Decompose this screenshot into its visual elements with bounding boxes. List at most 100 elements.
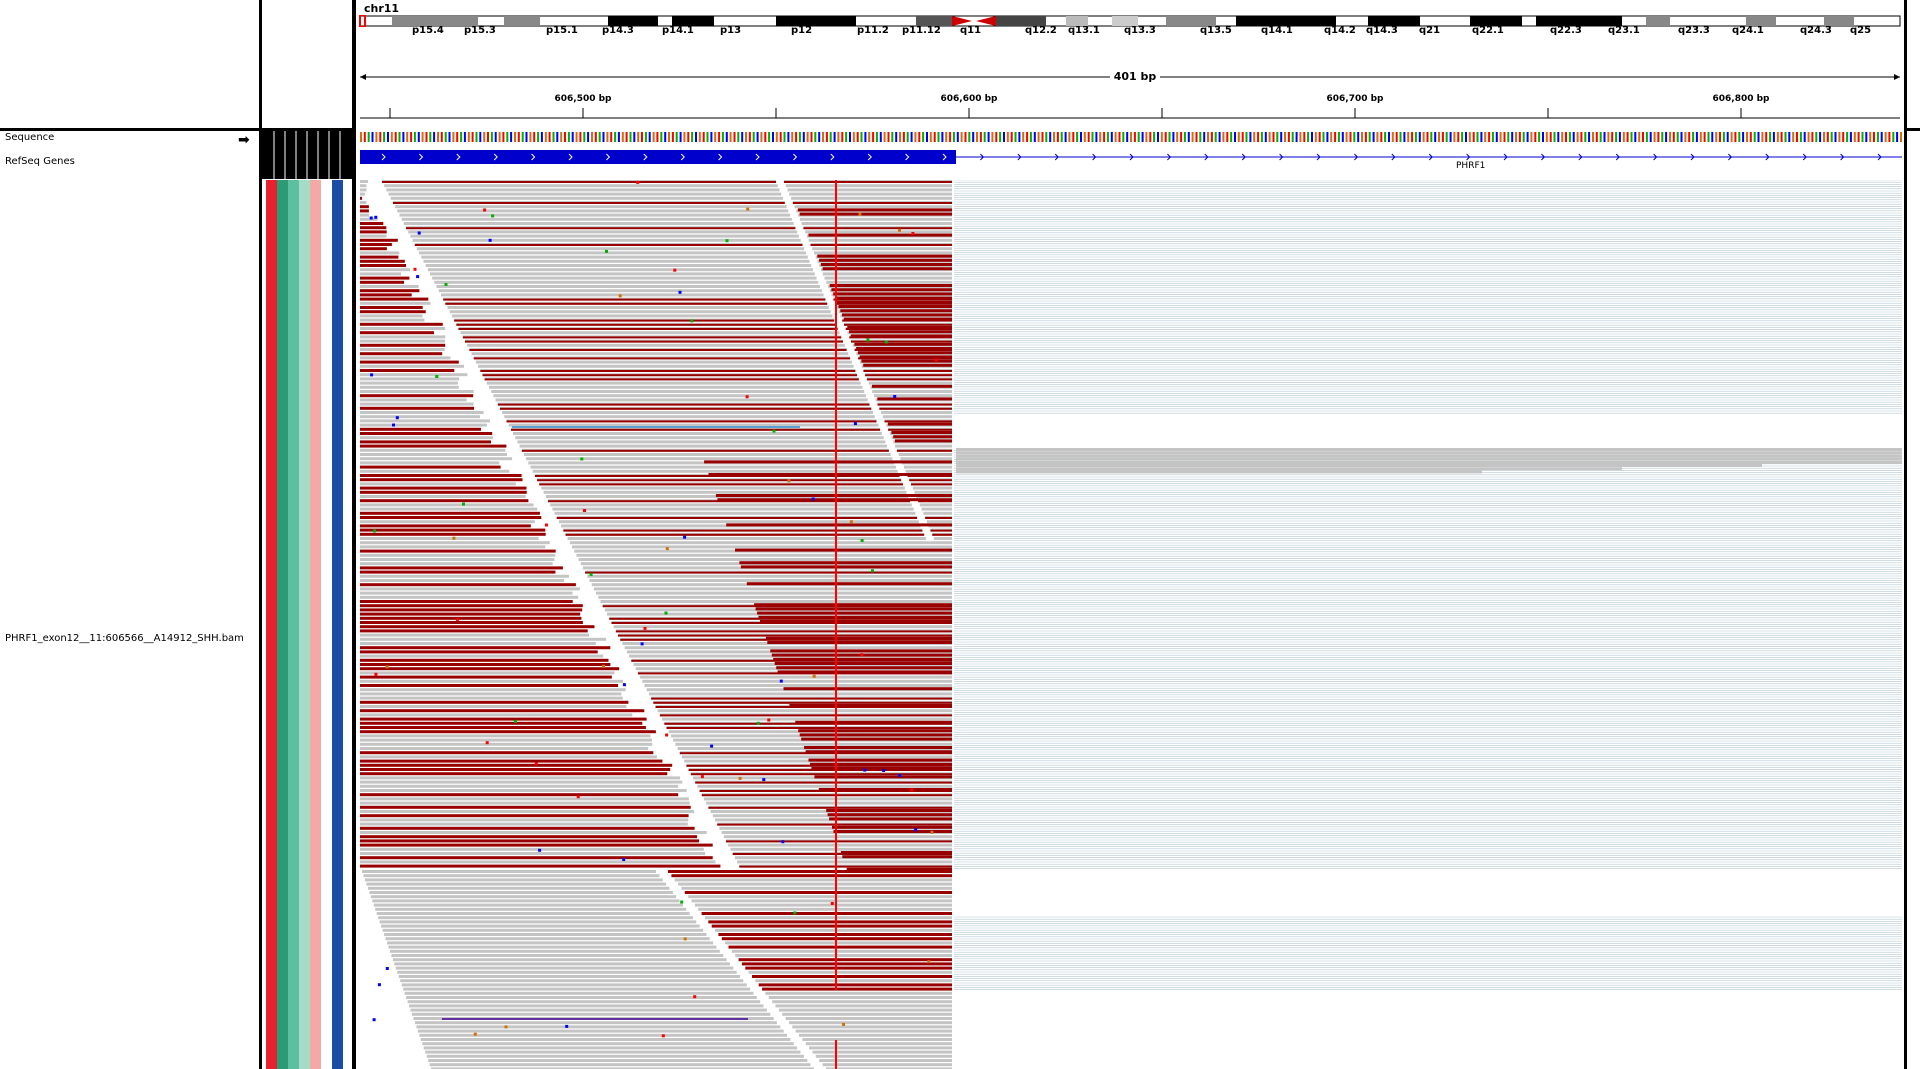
base-mark	[1314, 132, 1317, 142]
base-mark	[498, 132, 501, 142]
attribute-column[interactable]	[266, 180, 277, 1069]
gap	[407, 251, 420, 256]
base-mark	[1738, 132, 1741, 142]
chromosome-ideogram[interactable]: chr11 p15.4 p15.3 p15.1 p14.3 p14.1 p	[356, 0, 1906, 50]
base-mark	[895, 132, 898, 142]
softclip-segment	[360, 276, 410, 280]
gap	[806, 251, 814, 256]
mismatch-dot	[452, 536, 456, 540]
base-mark	[591, 132, 593, 142]
base-mark	[952, 132, 955, 142]
attribute-column[interactable]	[310, 180, 321, 1069]
gap	[483, 398, 496, 403]
aligned-segment	[470, 352, 952, 356]
gap	[555, 537, 568, 542]
softclip-segment	[360, 684, 618, 687]
softclip-segment	[360, 394, 474, 398]
base-mark	[1049, 132, 1052, 142]
softclip-segment	[360, 717, 647, 721]
gap	[649, 717, 662, 722]
aligned-segment	[360, 419, 490, 423]
attribute-column[interactable]	[277, 180, 288, 1069]
bam-attribute-columns[interactable]	[266, 180, 352, 1069]
gap	[697, 810, 710, 815]
softclip-segment	[360, 343, 446, 347]
base-mark	[1095, 132, 1098, 142]
mismatch-dot	[898, 228, 901, 232]
aligned-segment	[395, 966, 734, 970]
gap	[890, 453, 899, 458]
softclip-segment	[817, 254, 952, 258]
attribute-column[interactable]	[321, 180, 332, 1069]
base-mark	[725, 132, 728, 142]
mismatch-dot	[583, 509, 586, 512]
base-mark	[1080, 132, 1082, 142]
aligned-segment	[360, 272, 401, 276]
base-mark	[1769, 132, 1772, 142]
alignment-track[interactable]	[356, 180, 1906, 1069]
aligned-segment	[765, 991, 952, 995]
aligned-segment	[956, 454, 1902, 458]
band-label: p12	[791, 25, 813, 36]
genomic-ruler[interactable]: 401 bp 606,500 bp 606,600 bp 606,700 bp …	[356, 50, 1906, 125]
gap	[621, 663, 634, 668]
aligned-segment	[485, 381, 952, 385]
refseq-gene-track[interactable]	[356, 148, 1906, 176]
insertion-mark	[536, 479, 952, 482]
softclip-segment	[360, 759, 663, 763]
bam-track-label[interactable]: PHRF1_exon12__11:606566__A14912_SHH.bam	[5, 633, 244, 644]
base-mark	[802, 132, 805, 142]
base-mark	[390, 132, 393, 142]
sequence-track[interactable]	[356, 131, 1906, 143]
ruler-svg	[360, 69, 1900, 119]
insertion-mark	[404, 227, 952, 230]
insertion-mark	[441, 298, 952, 301]
gap	[873, 411, 881, 416]
base-mark	[1403, 132, 1406, 142]
attribute-column[interactable]	[299, 180, 310, 1069]
gap	[800, 238, 809, 243]
gap	[577, 579, 590, 584]
refseq-track-label[interactable]: RefSeq Genes	[5, 156, 75, 167]
base-mark	[421, 132, 424, 142]
gap	[634, 688, 647, 693]
attribute-column[interactable]	[332, 180, 343, 1069]
base-mark	[845, 132, 848, 142]
mismatch-dot	[910, 788, 914, 792]
base-mark	[1276, 132, 1279, 142]
gap	[575, 574, 588, 579]
base-mark	[1072, 132, 1075, 142]
gap	[424, 285, 437, 290]
aligned-segment	[446, 306, 952, 309]
sequence-track-label[interactable]: Sequence	[5, 132, 55, 143]
mismatch-dot	[580, 457, 584, 461]
aligned-segment	[432, 280, 952, 284]
aligned-segment	[956, 457, 1902, 461]
arrow-right-icon[interactable]: ➡	[238, 132, 250, 148]
base-mark	[540, 132, 543, 142]
insertion-mark	[499, 407, 952, 410]
aligned-segment	[360, 562, 553, 566]
attribute-column[interactable]	[288, 180, 299, 1069]
aligned-segment	[360, 364, 464, 368]
chevron-icon	[1503, 153, 1508, 161]
base-mark	[1210, 132, 1213, 142]
base-mark	[652, 132, 655, 142]
base-mark	[1264, 132, 1267, 142]
insertion-mark	[521, 449, 952, 452]
base-mark	[548, 132, 551, 142]
base-mark	[791, 132, 794, 142]
ruler-tick-label: 606,800 bp	[1712, 94, 1770, 104]
gap	[892, 457, 901, 462]
base-mark	[1180, 132, 1183, 142]
insertion-mark	[690, 773, 952, 776]
aligned-segment	[360, 818, 689, 822]
softclip-segment	[808, 758, 952, 762]
chevron-icon	[1204, 153, 1209, 161]
gene-name-label[interactable]: PHRF1	[1456, 161, 1486, 171]
read-segment	[678, 882, 952, 886]
base-mark	[1106, 132, 1109, 142]
base-mark	[1391, 132, 1394, 142]
aligned-segment	[360, 469, 510, 473]
chevron-icon	[1391, 153, 1396, 161]
